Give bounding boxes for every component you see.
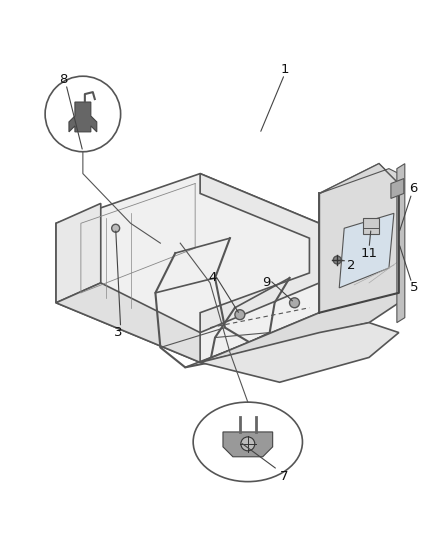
Polygon shape xyxy=(69,102,97,132)
Polygon shape xyxy=(339,213,394,288)
Text: 9: 9 xyxy=(262,277,271,289)
Text: 8: 8 xyxy=(59,72,67,86)
Text: 2: 2 xyxy=(347,259,355,271)
Circle shape xyxy=(235,310,245,320)
Polygon shape xyxy=(56,174,319,362)
Polygon shape xyxy=(200,164,399,362)
Polygon shape xyxy=(319,164,399,193)
Text: 1: 1 xyxy=(280,63,289,76)
Polygon shape xyxy=(200,174,319,333)
Polygon shape xyxy=(391,179,404,198)
Circle shape xyxy=(290,298,300,308)
Text: 7: 7 xyxy=(280,470,289,483)
Polygon shape xyxy=(363,219,379,234)
Circle shape xyxy=(112,224,120,232)
Text: 11: 11 xyxy=(360,247,378,260)
Polygon shape xyxy=(200,322,399,382)
Text: 6: 6 xyxy=(410,182,418,195)
Polygon shape xyxy=(223,432,273,457)
Circle shape xyxy=(241,437,255,451)
Text: 4: 4 xyxy=(209,271,217,285)
Ellipse shape xyxy=(193,402,303,482)
Polygon shape xyxy=(56,283,200,362)
Text: 3: 3 xyxy=(114,326,123,339)
Circle shape xyxy=(333,256,341,264)
Circle shape xyxy=(45,76,120,152)
Polygon shape xyxy=(56,204,101,303)
Polygon shape xyxy=(397,164,405,322)
Text: 5: 5 xyxy=(410,281,418,294)
